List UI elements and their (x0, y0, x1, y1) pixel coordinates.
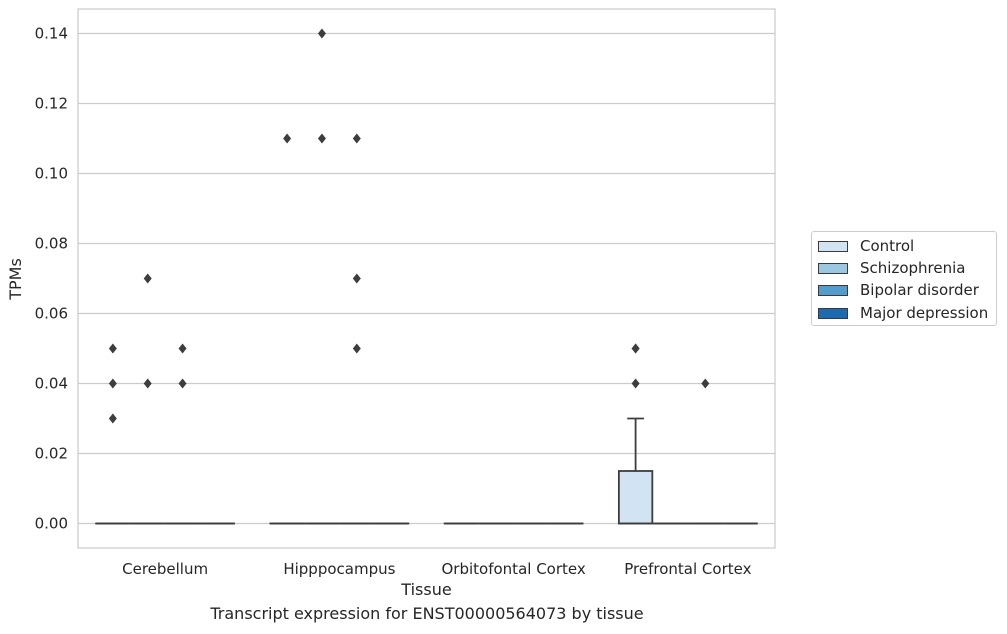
legend-label-control: Control (860, 237, 915, 255)
legend-item-control: Control (818, 236, 914, 256)
x-axis-label: Tissue (400, 580, 451, 599)
x-tick-label: Orbitofontal Cortex (442, 560, 586, 578)
y-tick-label: 0.00 (35, 515, 68, 533)
x-tick-labels: Cerebellum Hipppocampus Orbitofontal Corte… (122, 560, 751, 578)
x-tick-label: Prefrontal Cortex (624, 560, 751, 578)
legend: Control Schizophrenia Bipolar disorder M… (811, 231, 997, 326)
legend-label-schizophrenia: Schizophrenia (860, 259, 966, 277)
y-tick-labels: 0.00 0.02 0.04 0.06 0.08 0.10 0.12 0.14 (35, 25, 68, 533)
y-tick-label: 0.08 (35, 235, 68, 253)
outlier-point (352, 343, 361, 354)
outlier-point (108, 343, 117, 354)
outliers (108, 28, 710, 424)
y-tick-label: 0.02 (35, 445, 68, 463)
outlier-point (352, 133, 361, 144)
legend-swatch-bipolar-disorder (818, 284, 848, 296)
outlier-point (178, 343, 187, 354)
y-gridlines (78, 32, 775, 525)
outlier-point (701, 378, 710, 389)
outlier-point (108, 413, 117, 424)
legend-item-bipolar-disorder: Bipolar disorder (818, 280, 979, 300)
boxes (95, 417, 758, 525)
legend-swatch-control (818, 240, 848, 252)
outlier-point (108, 378, 117, 389)
legend-swatch-schizophrenia (818, 262, 848, 274)
legend-item-schizophrenia: Schizophrenia (818, 258, 965, 278)
box-control (617, 417, 654, 525)
outlier-point (143, 378, 152, 389)
legend-swatch-major-depression (818, 307, 848, 319)
y-tick-label: 0.14 (35, 25, 68, 43)
y-tick-label: 0.10 (35, 165, 68, 183)
y-tick-label: 0.06 (35, 305, 68, 323)
legend-item-major-depression: Major depression (818, 303, 988, 323)
y-tick-label: 0.04 (35, 375, 68, 393)
legend-label-major-depression: Major depression (860, 304, 989, 322)
x-tick-label: Cerebellum (122, 560, 208, 578)
x-tick-label: Hipppocampus (283, 560, 395, 578)
outlier-point (143, 273, 152, 284)
plot-frame (77, 8, 776, 549)
outlier-point (317, 28, 326, 39)
outlier-point (178, 378, 187, 389)
outlier-point (631, 343, 640, 354)
outlier-point (352, 273, 361, 284)
outlier-point (317, 133, 326, 144)
chart-caption: Transcript expression for ENST0000056407… (210, 604, 644, 623)
outlier-point (631, 378, 640, 389)
outlier-point (283, 133, 292, 144)
y-axis-label: TPMs (6, 258, 25, 301)
legend-label-bipolar-disorder: Bipolar disorder (860, 281, 979, 299)
box-rect (617, 470, 654, 525)
y-tick-label: 0.12 (35, 95, 68, 113)
